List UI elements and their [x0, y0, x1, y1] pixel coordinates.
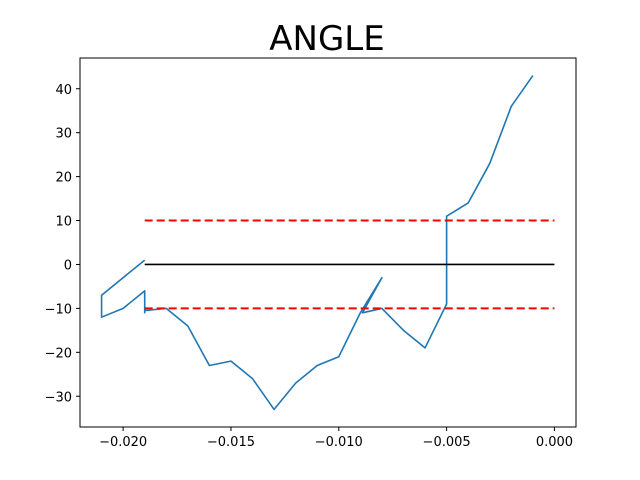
y-tick-label: −30	[45, 390, 72, 405]
y-tick-label: 30	[55, 127, 72, 142]
y-tick-label: −20	[45, 346, 72, 361]
x-tick-label: −0.015	[207, 435, 255, 450]
y-tick-label: 40	[55, 83, 72, 98]
y-tick-label: 0	[64, 258, 72, 273]
axes-frame	[79, 57, 577, 428]
y-tick-label: 10	[55, 215, 72, 230]
plot-area	[100, 75, 555, 411]
x-axis: −0.020 −0.015 −0.010 −0.005 0.000	[99, 427, 573, 450]
y-axis: −30 −20 −10 0 10 20 30 40	[45, 83, 80, 405]
x-tick-label: −0.020	[99, 435, 147, 450]
x-tick-label: 0.000	[536, 435, 573, 450]
chart-title: ANGLE	[269, 19, 384, 59]
x-tick-label: −0.010	[315, 435, 363, 450]
x-tick-label: −0.005	[423, 435, 471, 450]
y-tick-label: −10	[45, 302, 72, 317]
y-tick-label: 20	[55, 171, 72, 186]
series-line-0	[100, 75, 534, 411]
